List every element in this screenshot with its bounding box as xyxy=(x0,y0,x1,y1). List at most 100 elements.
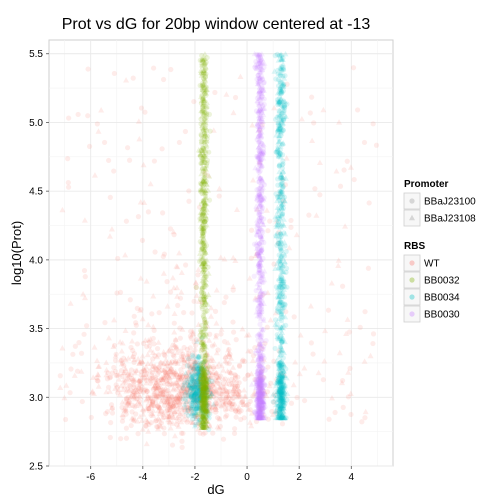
data-point xyxy=(277,389,284,395)
data-point xyxy=(117,338,124,345)
data-point xyxy=(280,183,286,189)
data-point xyxy=(169,394,175,400)
data-point xyxy=(278,55,285,62)
data-point xyxy=(150,335,156,342)
data-point xyxy=(273,382,280,389)
data-point xyxy=(257,403,264,409)
data-point xyxy=(184,371,191,378)
data-point xyxy=(279,285,285,291)
data-point xyxy=(277,406,283,412)
data-point xyxy=(139,406,146,412)
data-point xyxy=(117,357,124,363)
data-point xyxy=(212,400,219,406)
data-point xyxy=(280,405,287,411)
data-point xyxy=(128,393,135,400)
data-point xyxy=(275,378,281,384)
data-point xyxy=(241,401,248,407)
data-point xyxy=(186,388,193,394)
data-point xyxy=(280,83,287,89)
data-point xyxy=(197,153,203,159)
data-point xyxy=(201,421,207,427)
data-point xyxy=(277,123,284,129)
data-point xyxy=(274,379,281,385)
data-point xyxy=(281,388,288,394)
data-point xyxy=(256,94,263,100)
data-point xyxy=(202,392,209,399)
data-point xyxy=(258,151,264,157)
data-point xyxy=(220,398,226,404)
data-point xyxy=(275,126,282,132)
data-point xyxy=(240,402,246,408)
data-point xyxy=(203,59,209,65)
data-point xyxy=(165,393,172,399)
data-point xyxy=(143,379,150,386)
data-point xyxy=(272,407,279,413)
data-point xyxy=(257,309,263,315)
data-point xyxy=(191,385,198,391)
data-point xyxy=(125,400,132,406)
data-point xyxy=(281,239,288,245)
data-point xyxy=(222,353,229,359)
data-point xyxy=(255,382,262,389)
data-point xyxy=(306,212,312,218)
data-point xyxy=(165,387,171,394)
data-point xyxy=(197,430,203,436)
data-point xyxy=(277,221,284,227)
data-point xyxy=(277,80,283,86)
data-point xyxy=(182,389,188,396)
data-point xyxy=(192,389,199,395)
data-point xyxy=(138,417,145,424)
data-point xyxy=(126,402,133,408)
data-point xyxy=(278,91,284,97)
data-point xyxy=(276,112,282,119)
data-point xyxy=(279,410,285,416)
data-point xyxy=(185,393,192,399)
data-point xyxy=(134,399,141,405)
data-point xyxy=(182,380,188,386)
data-point xyxy=(280,170,286,176)
data-point xyxy=(194,385,201,392)
data-point xyxy=(229,381,236,388)
data-point xyxy=(202,384,209,390)
data-point xyxy=(277,364,284,371)
data-point xyxy=(190,383,196,390)
data-point xyxy=(223,401,229,407)
data-point xyxy=(184,363,191,369)
data-point xyxy=(199,299,205,305)
data-point xyxy=(277,122,284,129)
data-point xyxy=(183,408,190,415)
data-point xyxy=(203,112,210,118)
data-point xyxy=(255,100,261,106)
data-point xyxy=(132,368,139,374)
data-point xyxy=(121,408,127,414)
data-point xyxy=(165,414,172,420)
data-point xyxy=(189,413,196,419)
data-point xyxy=(122,406,129,413)
data-point xyxy=(275,119,282,125)
data-point xyxy=(280,117,286,123)
data-point xyxy=(195,354,201,361)
data-point xyxy=(276,325,283,331)
data-point xyxy=(143,396,150,402)
data-point xyxy=(257,186,263,192)
data-point xyxy=(171,410,177,416)
data-point xyxy=(194,393,201,399)
data-point xyxy=(189,382,196,389)
data-point xyxy=(280,193,287,200)
data-point xyxy=(150,398,156,404)
data-point xyxy=(279,337,286,343)
data-point xyxy=(277,404,283,410)
data-point xyxy=(254,391,260,397)
data-point xyxy=(257,95,264,102)
data-point xyxy=(274,127,281,133)
data-point xyxy=(213,395,219,402)
data-point xyxy=(194,388,200,395)
data-point xyxy=(96,363,103,369)
data-point xyxy=(237,363,243,369)
data-point xyxy=(113,382,119,388)
data-point xyxy=(165,381,171,387)
data-point xyxy=(276,219,282,226)
data-point xyxy=(164,408,170,414)
data-point xyxy=(194,383,201,390)
data-point xyxy=(156,369,162,375)
